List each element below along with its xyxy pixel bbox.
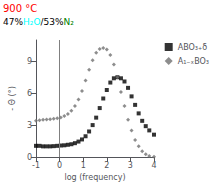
svg-text:3: 3 [128,161,133,170]
svg-text:6: 6 [27,89,32,98]
svg-text:2: 2 [104,161,109,170]
svg-text:- Θ (°): - Θ (°) [8,86,17,111]
svg-text:47%: 47% [3,17,23,27]
svg-text:/53%: /53% [40,17,63,27]
svg-text:0: 0 [26,152,32,162]
svg-text:log (frequency): log (frequency) [64,173,125,182]
svg-text:ABO₃₊δ: ABO₃₊δ [178,43,208,52]
svg-text:N₂: N₂ [63,17,74,27]
svg-text:A₁₋ₓBO₃: A₁₋ₓBO₃ [178,57,209,66]
svg-text:3: 3 [27,121,32,130]
svg-text:4: 4 [151,161,156,170]
svg-text:H₂O: H₂O [23,17,40,27]
svg-text:900 °C: 900 °C [3,3,37,14]
svg-text:9: 9 [27,57,32,66]
svg-text:0: 0 [57,161,62,170]
svg-text:-1: -1 [32,161,40,170]
svg-text:1: 1 [81,161,86,170]
